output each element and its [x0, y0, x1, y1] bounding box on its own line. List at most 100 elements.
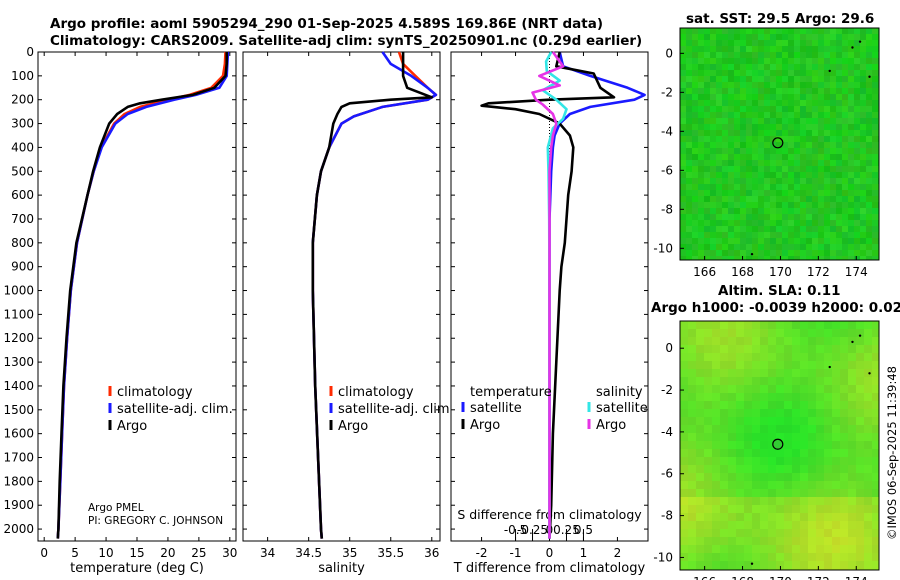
- map-cell: [788, 124, 795, 131]
- map-cell: [728, 561, 737, 570]
- map-cell: [770, 244, 777, 251]
- map-cell: [720, 449, 729, 458]
- map-cell: [842, 52, 849, 59]
- map-cell: [688, 385, 697, 394]
- map-cell: [776, 106, 783, 113]
- map-cell: [722, 28, 729, 35]
- map-cell: [824, 124, 831, 131]
- map-cell: [800, 154, 807, 161]
- map-cell: [752, 329, 761, 338]
- map-cell: [824, 28, 831, 35]
- map-cell: [808, 497, 817, 506]
- map-cell: [746, 118, 753, 125]
- map-cell: [830, 250, 837, 257]
- map-cell: [752, 425, 761, 434]
- map-cell: [812, 58, 819, 65]
- argo-position-marker: [772, 438, 784, 450]
- map-cell: [746, 76, 753, 83]
- map-cell: [728, 505, 737, 514]
- map-cell: [698, 202, 705, 209]
- map-cell: [840, 385, 849, 394]
- map-cell: [788, 46, 795, 53]
- map-cell: [704, 561, 713, 570]
- map-y-tick-label: -4: [661, 124, 673, 138]
- map-cell: [686, 244, 693, 251]
- map-cell: [840, 481, 849, 490]
- map-cell: [866, 160, 873, 167]
- map-cell: [760, 401, 769, 410]
- map-cell: [770, 196, 777, 203]
- map-cell: [746, 130, 753, 137]
- map-cell: [830, 184, 837, 191]
- map-cell: [856, 369, 865, 378]
- map-cell: [728, 196, 735, 203]
- map-cell: [854, 52, 861, 59]
- map-cell: [824, 34, 831, 41]
- map-cell: [872, 76, 879, 83]
- map-cell: [710, 58, 717, 65]
- map-cell: [872, 505, 879, 514]
- map-cell: [792, 521, 801, 530]
- map-cell: [800, 136, 807, 143]
- map-cell: [818, 118, 825, 125]
- map-cell: [824, 130, 831, 137]
- x-tick-label: -2: [476, 546, 488, 560]
- map-cell: [854, 256, 861, 260]
- map-cell: [776, 160, 783, 167]
- map-cell: [806, 64, 813, 71]
- map-cell: [808, 369, 817, 378]
- map-cell: [800, 256, 807, 260]
- map-cell: [800, 433, 809, 442]
- map-cell: [688, 393, 697, 402]
- map-cell: [752, 417, 761, 426]
- map-cell: [794, 124, 801, 131]
- map-cell: [712, 505, 721, 514]
- y-tick-label: 800: [11, 236, 34, 250]
- map-cell: [680, 166, 687, 173]
- map-cell: [716, 190, 723, 197]
- map-cell: [776, 88, 783, 95]
- map-cell: [698, 112, 705, 119]
- map-cell: [680, 196, 687, 203]
- map-cell: [808, 321, 817, 330]
- map-cell: [752, 441, 761, 450]
- map-cell: [872, 178, 879, 185]
- map-cell: [734, 172, 741, 179]
- map-frame: [679, 27, 880, 261]
- map-cell: [744, 513, 753, 522]
- map-cell: [856, 337, 865, 346]
- map-cell: [760, 345, 769, 354]
- map-cell: [696, 321, 705, 330]
- map-cell: [776, 148, 783, 155]
- map-cell: [752, 88, 759, 95]
- map-cell: [842, 106, 849, 113]
- map-cell: [864, 369, 873, 378]
- map-cell: [710, 100, 717, 107]
- map-cell: [872, 256, 879, 260]
- map-cell: [788, 88, 795, 95]
- map-cell: [806, 190, 813, 197]
- map-cell: [806, 244, 813, 251]
- map-cell: [794, 208, 801, 215]
- map-cell: [836, 238, 843, 245]
- map-cell: [854, 106, 861, 113]
- map-cell: [758, 208, 765, 215]
- map-cell: [768, 321, 777, 330]
- map-cell: [680, 529, 689, 538]
- map-cell: [768, 513, 777, 522]
- map-cell: [760, 537, 769, 546]
- map-cell: [752, 52, 759, 59]
- map-cell: [728, 202, 735, 209]
- map-cell: [710, 40, 717, 47]
- map-cell: [860, 100, 867, 107]
- map-cell: [688, 473, 697, 482]
- map-cell: [776, 94, 783, 101]
- map-cell: [784, 529, 793, 538]
- map-cell: [840, 337, 849, 346]
- map-cell: [872, 497, 879, 506]
- map-cell: [872, 521, 879, 530]
- map-cell: [686, 46, 693, 53]
- map-cell: [866, 64, 873, 71]
- map-cell: [764, 100, 771, 107]
- map-cell: [764, 202, 771, 209]
